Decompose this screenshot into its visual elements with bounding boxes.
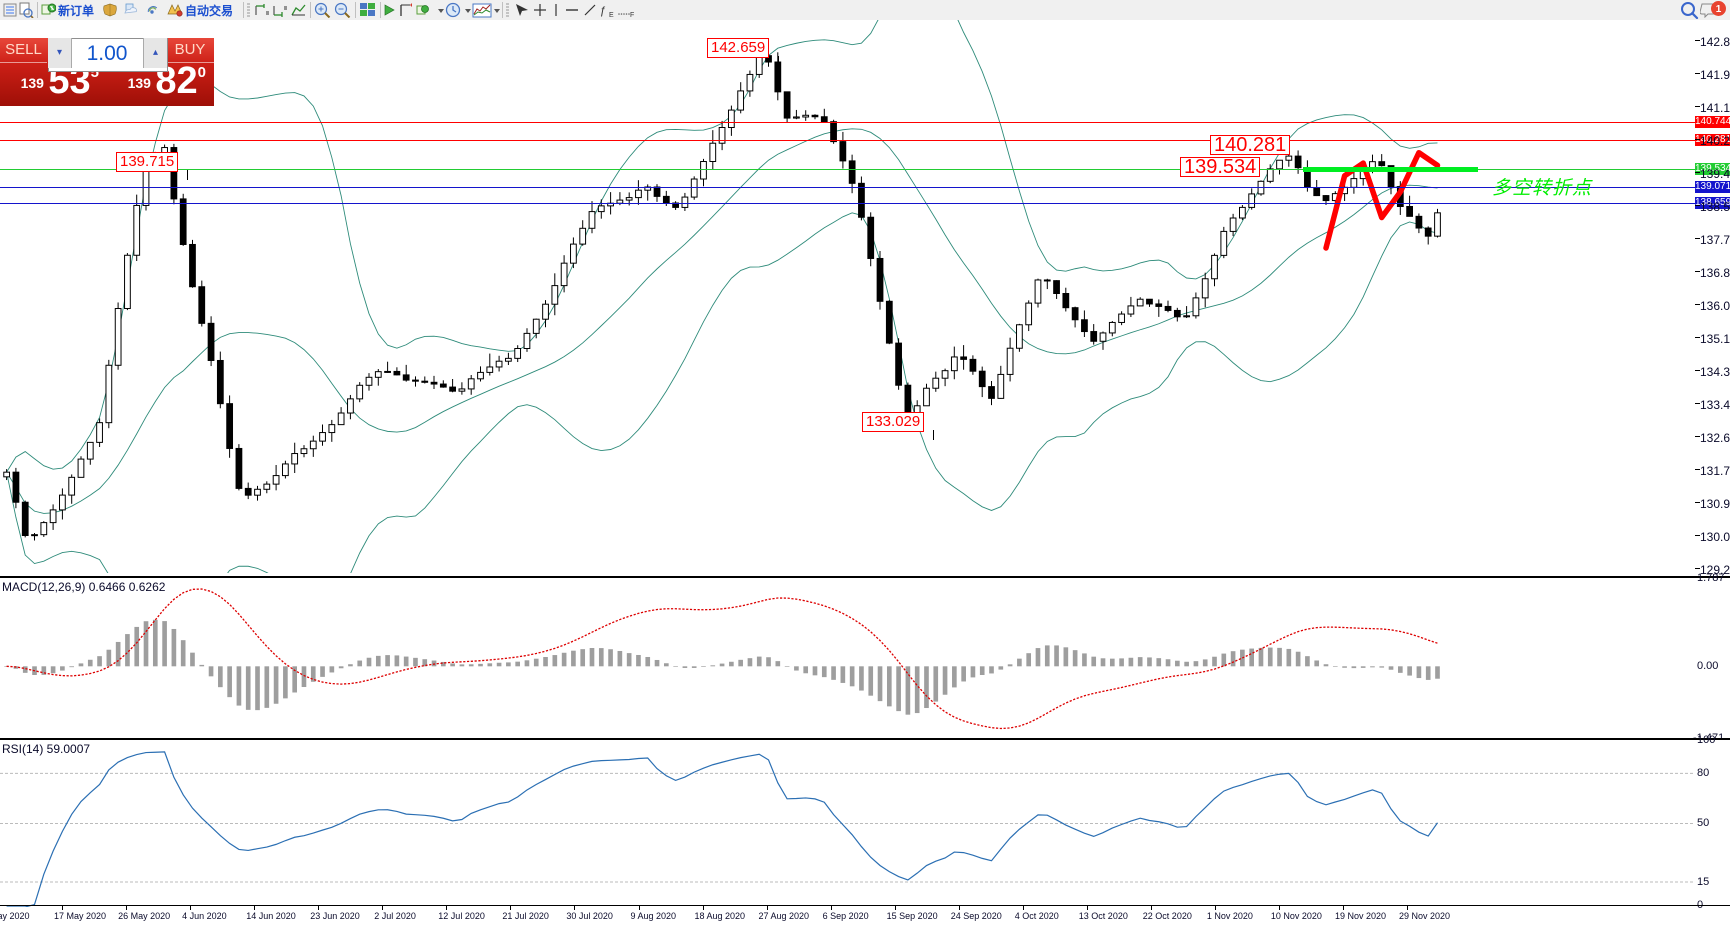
svg-text:F: F <box>630 12 634 18</box>
svg-text:ƒ: ƒ <box>600 5 606 17</box>
svg-text:E: E <box>609 12 614 18</box>
svg-text:1: 1 <box>1716 4 1722 15</box>
